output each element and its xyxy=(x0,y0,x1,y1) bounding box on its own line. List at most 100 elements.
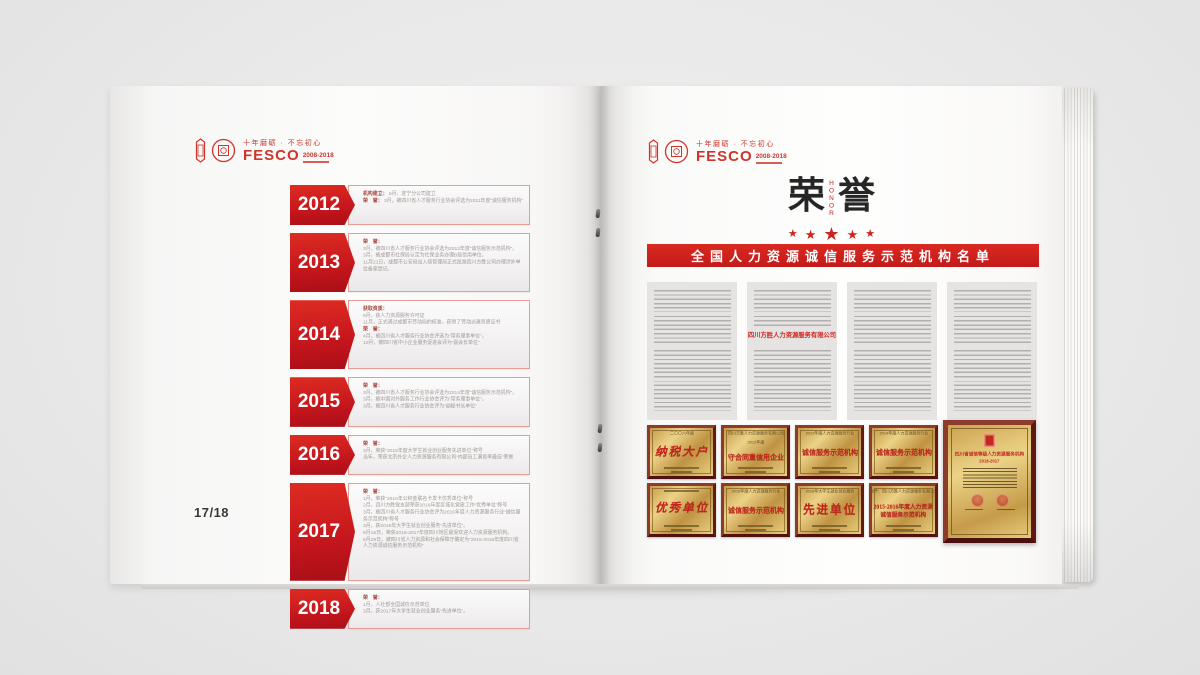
logo-text: 十年磨砺 · 不忘初心 FESCO 2008-2018 xyxy=(243,138,334,163)
timeline-line: 3月，被四川省人才服务行业协会评选为2014年度“诚信服务示范机构”。 xyxy=(363,390,518,396)
highlighted-company-name: 四川方胜人力资源服务有限公司 xyxy=(747,331,837,339)
fesco-logo: 十年磨砺 · 不忘初心 FESCO 2008-2018 xyxy=(647,139,787,164)
timeline-line: 机构建立：6月，遂宁分公司建立 xyxy=(363,191,436,197)
timeline-lines: 机构建立：6月，遂宁分公司建立荣 誉：3月，被四川省人才服务行业协会评选为201… xyxy=(363,191,523,205)
logo-text: 十年磨砺 · 不忘初心 FESCO 2008-2018 xyxy=(696,139,787,164)
award-plaque: 2016年大学生就业创业服务先进单位 xyxy=(795,483,864,537)
plaque-issuer-line xyxy=(886,525,921,527)
timeline-lines: 荣 誉： 1月，人社部全国诚信示范单位 3月，获2017年大学生就业创业服务“先进单… xyxy=(363,595,523,615)
seal-emblem-icon xyxy=(664,139,689,164)
big-certificate-plaque: 四川省诚信等级人力资源服务机构 2016-2017 xyxy=(943,420,1036,543)
logo-tagline: 十年磨砺 · 不忘初心 xyxy=(696,141,775,148)
timeline-line: 荣 誉： xyxy=(363,595,383,601)
logo-subtext-bar xyxy=(302,161,329,163)
section-banner: 全国人力资源诚信服务示范机构名单 xyxy=(647,244,1039,267)
timeline-entry: 2015 荣 誉： 3月，被四川省人才服务行业协会评选为2014年度“诚信服务示范机… xyxy=(290,377,530,427)
timeline-year-ribbon: 2016 xyxy=(290,434,355,475)
timeline-line: 1月，荣获“2016年公积金联名卡发卡优秀单位”称号 xyxy=(363,496,473,502)
timeline-line: 1月，人社部全国诚信示范单位 xyxy=(363,602,430,608)
plaque-main-text: 2015-2016年度人力资源 诚信服务示范机构 xyxy=(872,503,935,519)
plaque-title: 诚信服务示范机构 xyxy=(727,506,784,515)
red-square-seal-icon xyxy=(984,434,995,447)
timeline-line: 荣 誉： xyxy=(363,383,383,389)
left-page: 十年磨砺 · 不忘初心 FESCO 2008-2018 2012 机构建立：6月，… xyxy=(110,86,601,629)
paragraph-gaps xyxy=(847,282,937,420)
timeline-lines: 获取资质： 9月，获人力资源服务许可证 11月，正式通过成都市劳动局的核准，获得了劳… xyxy=(363,306,523,347)
seal-caption-lines xyxy=(964,508,1015,511)
plaque-title: 2015-2016年度人力资源 xyxy=(873,503,934,510)
page-title: 荣 HONOR 誉 xyxy=(601,176,1062,218)
timeline-line: 3月，被四川省人才服务行业协会评为2016年度人力资源服务行业“诚信服务示范机构… xyxy=(363,509,521,522)
lantern-emblem-icon xyxy=(648,139,659,164)
plaque-date-line xyxy=(893,471,914,473)
star-icon: ★ xyxy=(846,226,859,242)
plaque-title: 纳税大户 xyxy=(654,444,709,459)
plaque-top-text: 2016年大学生就业创业服务 xyxy=(805,489,854,494)
plaque-top-text: 授予：四川方胜人力资源服务有限公司 xyxy=(869,489,938,494)
star-icon: ★ xyxy=(804,226,817,242)
timeline-text-box: 荣 誉： 3月，被四川省人才服务行业协会评选为2014年度“诚信服务示范机构”。 3… xyxy=(348,377,530,427)
timeline-line: 荣 誉： xyxy=(363,239,383,245)
title-char-right: 誉 xyxy=(838,176,875,217)
big-plaque-paragraph-lines xyxy=(962,467,1017,489)
title-honor-vertical: HONOR xyxy=(828,179,835,218)
timeline-line: 3月，荣获“2015年度大学生就业创业服务先进单位”称号 xyxy=(363,448,483,454)
timeline-line: 11月21日，成都市公安局出入境管理局正式批准四川方胜公司办理涉外单位备案登记。 xyxy=(363,259,521,272)
timeline-year-ribbon: 2013 xyxy=(290,233,355,293)
plaque-title: 诚信服务示范机构 xyxy=(880,511,927,518)
star-row: ★ ★ ★ ★ ★ xyxy=(601,225,1062,243)
round-seals xyxy=(970,493,1009,507)
award-plaque: 2012年度人力资源服务行业 诚信服务示范机构 xyxy=(795,425,864,479)
award-plaque: 2014年度人力资源服务行业诚信服务示范机构 xyxy=(869,425,938,479)
name-list-column xyxy=(647,282,737,420)
plaque-issuer-line xyxy=(886,467,921,469)
big-plaque-years: 2016-2017 xyxy=(979,459,1000,464)
plaque-issuer-line xyxy=(812,467,847,469)
timeline-line: 3月，被中国对外服务工作行业协会评为“常务理事单位”。 xyxy=(363,397,487,403)
plaque-title: 优秀单位 xyxy=(654,500,709,515)
plaque-title: 诚信服务示范机构 xyxy=(875,448,932,457)
logo-anniversary: 2008-2018 xyxy=(755,153,787,164)
timeline-year-ribbon: 2012 xyxy=(290,185,355,225)
title-char-left: 荣 xyxy=(788,176,825,217)
plaque-title: 先进单位 xyxy=(802,502,857,517)
timeline-text-box: 机构建立：6月，遂宁分公司建立荣 誉：3月，被四川省人才服务行业协会评选为201… xyxy=(348,185,530,225)
plaque-top-text: 2016年度人力资源服务行业 xyxy=(731,489,780,494)
timeline-line: 11月，正式通过成都市劳动局的核准，获得了劳动派遣资质证书 xyxy=(363,320,501,326)
timeline-text-box: 荣 誉： 1月，人社部全国诚信示范单位 3月，获2017年大学生就业创业服务“先进单… xyxy=(348,588,530,629)
plaque-main-text: 诚信服务示范机构 xyxy=(724,505,787,515)
page-number: 17/18 xyxy=(194,505,230,520)
plaque-top-line xyxy=(663,490,700,492)
plaque-issuer-line xyxy=(812,525,847,527)
timeline-entry: 2012 机构建立：6月，遂宁分公司建立荣 誉：3月，被四川省人才服务行业协会评选… xyxy=(290,185,530,225)
timeline-entry: 2016 荣 誉： 3月，荣获“2015年度大学生就业创业服务先进单位”称号 当年，荣… xyxy=(290,434,530,475)
timeline-line: 荣 誉：3月，被四川省人才服务行业协会评选为2011年度“诚信服务机构” xyxy=(363,198,524,204)
plaque-main-text: 诚信服务示范机构 xyxy=(798,447,861,457)
timeline-line: 10月，被四川省中小企业服务促进会评为“副会长单位” xyxy=(363,340,480,346)
plaque-main-text: 诚信服务示范机构 xyxy=(872,447,935,457)
timeline-line: 6月29日，被四川省人力资源和社会保障厅确定为“2015-2016年度四川省人力… xyxy=(363,536,519,549)
plaque-title: 诚信服务示范机构 xyxy=(801,448,858,457)
timeline-line: 9月，获人力资源服务许可证 xyxy=(363,313,425,319)
paragraph-gaps xyxy=(747,282,837,420)
plaque-issuer-line xyxy=(664,525,699,527)
name-list-column xyxy=(847,282,937,420)
timeline-lines: 荣 誉： 3月，被四川省人才服务行业协会评选为2012年度“诚信服务示范机构”。 3… xyxy=(363,239,523,273)
plaque-top-text: 二〇〇六年度 xyxy=(669,431,694,436)
plaque-top-text: 2014年度人力资源服务行业 xyxy=(879,431,928,436)
plaque-date-line xyxy=(671,471,692,473)
timeline-text-box: 荣 誉： 3月，被四川省人才服务行业协会评选为2012年度“诚信服务示范机构”。 3… xyxy=(348,233,530,293)
plaque-main-text: 优秀单位 xyxy=(652,501,712,516)
timeline-line: 3月，被四川省人才服务行业协会评为“副秘书长单位” xyxy=(363,404,477,410)
timeline-year-ribbon: 2015 xyxy=(290,377,355,427)
timeline-line: 3月，被成都市社保局认定为社保业务办理B级信用单位。 xyxy=(363,253,487,259)
plaque-date-line xyxy=(745,529,766,531)
logo-name: FESCO xyxy=(696,148,753,165)
timeline-entry: 2017 荣 誉： 1月，荣获“2016年公积金联名卡发卡优秀单位”称号 2月，四川方… xyxy=(290,482,530,581)
award-plaque: 优秀单位 xyxy=(647,483,716,537)
award-plaque: 2016年度人力资源服务行业诚信服务示范机构 xyxy=(721,483,790,537)
big-plaque-title: 四川省诚信等级人力资源服务机构 xyxy=(954,452,1025,457)
timeline-entry: 2014 获取资质： 9月，获人力资源服务许可证 11月，正式通过成都市劳动局的核准，… xyxy=(290,300,530,370)
plaque-date-line xyxy=(819,471,840,473)
